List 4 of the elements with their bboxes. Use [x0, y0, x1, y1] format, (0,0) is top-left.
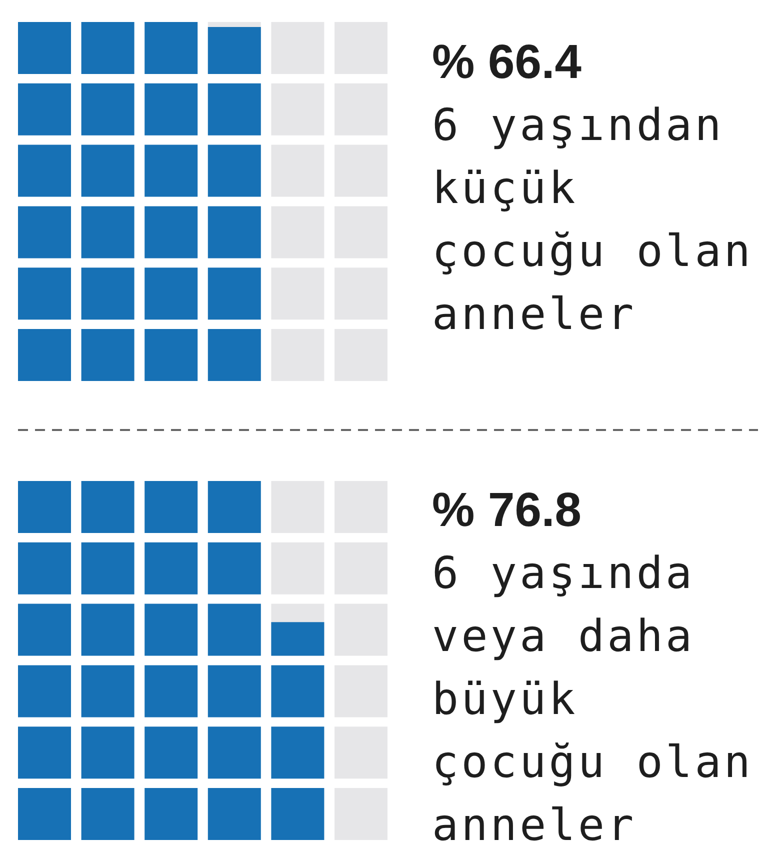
- data-label: % 66.4: [432, 34, 582, 91]
- data-label: % 76.8: [432, 482, 582, 539]
- category-label: 6 yaşında veya daha büyük çocuğu olan anneler: [432, 546, 754, 853]
- category-label: 6 yaşından küçük çocuğu olan anneler: [432, 98, 754, 342]
